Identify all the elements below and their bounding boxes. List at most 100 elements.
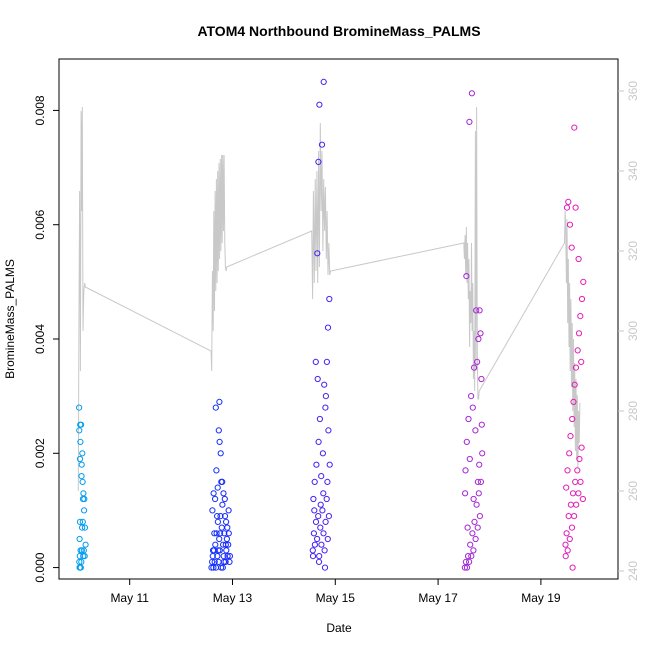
- data-point: [212, 495, 219, 503]
- data-point: [465, 415, 472, 423]
- data-point: [208, 564, 215, 571]
- data-point: [79, 450, 86, 457]
- data-point: [220, 490, 227, 497]
- plot-frame: [58, 58, 619, 580]
- chart-title: ATOM4 Northbound BromineMass_PALMS: [197, 23, 480, 39]
- data-point: [321, 381, 328, 388]
- y2-tick-label: 280: [626, 401, 640, 421]
- data-point: [213, 530, 220, 537]
- data-point: [214, 553, 221, 560]
- data-point: [216, 438, 223, 445]
- data-point: [76, 404, 83, 411]
- data-point: [315, 513, 322, 520]
- data-point: [569, 415, 576, 423]
- data-point: [218, 478, 225, 485]
- data-point: [468, 90, 475, 97]
- data-point: [214, 518, 221, 526]
- data-point: [210, 490, 217, 497]
- data-point: [578, 444, 585, 451]
- data-point: [224, 553, 231, 560]
- x-tick-label: May 15: [316, 591, 356, 605]
- data-point: [312, 358, 319, 365]
- data-point: [214, 484, 221, 491]
- data-point: [315, 158, 322, 165]
- y2-tick-label: 240: [626, 561, 640, 581]
- data-point: [472, 535, 479, 543]
- data-point: [311, 541, 318, 548]
- data-point: [209, 553, 216, 560]
- data-point: [566, 450, 573, 457]
- data-point: [566, 535, 573, 543]
- data-point: [566, 221, 574, 228]
- data-point: [467, 541, 474, 548]
- data-point: [316, 101, 323, 108]
- data-point: [571, 124, 578, 131]
- data-point: [76, 455, 84, 463]
- data-point: [580, 278, 587, 285]
- y2-tick-label: 320: [626, 241, 640, 261]
- data-point: [474, 524, 481, 531]
- data-point: [319, 507, 326, 514]
- data-point: [571, 381, 578, 388]
- data-point: [76, 564, 83, 571]
- data-point: [314, 250, 321, 257]
- data-point: [76, 427, 83, 434]
- data-point: [217, 450, 224, 457]
- data-point: [319, 450, 326, 457]
- data-point: [212, 541, 219, 548]
- data-point: [221, 495, 228, 503]
- plot-area: [76, 78, 587, 571]
- data-point: [211, 530, 218, 537]
- data-point: [478, 421, 485, 428]
- data-point: [212, 404, 219, 411]
- data-point: [80, 490, 87, 497]
- data-point: [320, 530, 327, 537]
- data-point: [322, 404, 329, 411]
- data-point: [570, 398, 577, 405]
- x-axis-label: Date: [326, 621, 352, 635]
- data-point: [79, 524, 86, 531]
- data-point: [211, 558, 218, 566]
- data-point: [476, 461, 483, 468]
- data-point: [576, 455, 583, 463]
- data-point: [209, 507, 216, 514]
- data-point: [318, 141, 326, 148]
- data-point: [324, 535, 331, 543]
- data-point: [320, 78, 327, 86]
- data-point: [466, 455, 473, 463]
- data-point: [318, 541, 325, 548]
- x-tick-label: May 17: [418, 591, 458, 605]
- y-axis: 0.000 0.002 0.004 0.006 0.008: [33, 95, 59, 583]
- data-point: [77, 421, 84, 428]
- data-point: [221, 513, 229, 520]
- data-point: [223, 547, 230, 554]
- data-point: [563, 530, 570, 537]
- data-point: [462, 467, 469, 474]
- data-point: [474, 478, 481, 485]
- data-point: [565, 198, 572, 205]
- data-point: [321, 547, 328, 554]
- data-point: [313, 461, 320, 468]
- data-point: [477, 478, 484, 485]
- data-point: [78, 547, 86, 554]
- data-point: [578, 358, 585, 365]
- y-tick-label: 0.004: [33, 324, 47, 354]
- data-point: [80, 547, 87, 554]
- data-point: [209, 558, 216, 566]
- data-point: [217, 513, 224, 520]
- y-tick-label: 0.006: [33, 209, 47, 239]
- data-point: [214, 513, 221, 520]
- data-point: [317, 501, 324, 508]
- data-point: [226, 553, 233, 560]
- data-point: [572, 478, 579, 485]
- data-point: [320, 490, 327, 497]
- data-point: [470, 495, 477, 503]
- data-point: [575, 255, 582, 263]
- data-point: [322, 393, 329, 400]
- data-point: [213, 467, 220, 474]
- y-tick-label: 0.008: [33, 95, 47, 125]
- data-point: [317, 524, 324, 531]
- data-point: [220, 558, 227, 566]
- data-point: [223, 535, 230, 543]
